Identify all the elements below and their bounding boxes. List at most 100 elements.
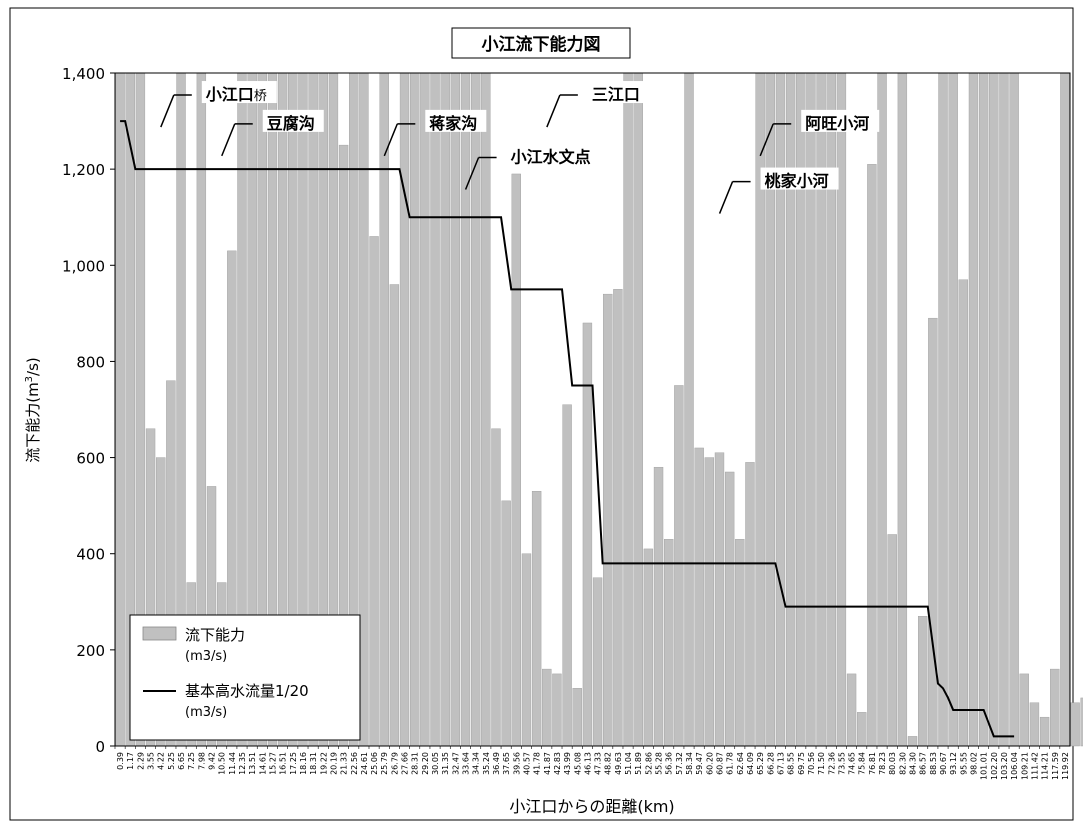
- capacity-bar: [928, 317, 938, 747]
- x-tick-label: 71.50: [817, 752, 826, 775]
- annotation-label: 三江口: [592, 85, 640, 104]
- x-tick-label: 56.36: [665, 752, 674, 775]
- annotation-label: 阿旺小河: [805, 114, 869, 133]
- x-tick-label: 59.47: [695, 752, 704, 775]
- x-tick-label: 29.20: [421, 752, 430, 775]
- capacity-bar: [948, 72, 958, 747]
- x-tick-label: 2.29: [136, 752, 145, 770]
- capacity-bar: [674, 385, 684, 747]
- x-tick-label: 6.65: [177, 752, 186, 770]
- y-tick-label: 1,200: [62, 161, 105, 179]
- capacity-bar: [1070, 702, 1080, 747]
- x-tick-label: 27.66: [401, 752, 410, 775]
- annotation-bg: [760, 167, 839, 190]
- annotation-bg: [801, 109, 880, 132]
- x-tick-label: 86.57: [919, 752, 928, 775]
- capacity-bar: [501, 500, 511, 747]
- capacity-bar: [938, 72, 948, 747]
- x-tick-label: 78.23: [878, 752, 887, 775]
- capacity-bar: [460, 72, 471, 747]
- legend-label-capacity: 流下能力(m3/s): [185, 626, 245, 664]
- capacity-bar: [531, 491, 542, 747]
- x-tick-label: 114.21: [1041, 752, 1050, 780]
- capacity-bar: [389, 284, 400, 747]
- capacity-bar: [379, 72, 389, 747]
- capacity-bar: [115, 72, 125, 747]
- x-tick-label: 69.75: [797, 752, 806, 775]
- x-tick-label: 51.04: [624, 752, 633, 775]
- x-tick-label: 3.55: [147, 752, 156, 770]
- x-tick-label: 106.04: [1010, 752, 1019, 780]
- x-tick-label: 74.65: [848, 752, 857, 775]
- x-tick-label: 25.79: [380, 752, 389, 775]
- x-tick-label: 7.25: [187, 752, 196, 770]
- x-tick-label: 42.83: [553, 752, 562, 775]
- annotation-leader: [464, 157, 480, 190]
- x-tick-label: 51.89: [634, 752, 643, 775]
- capacity-bar: [694, 447, 704, 747]
- annotation-bg: [425, 109, 487, 132]
- capacity-bar: [653, 466, 664, 747]
- capacity-bar: [592, 577, 603, 747]
- capacity-bar: [410, 72, 420, 747]
- capacity-bar: [664, 539, 674, 747]
- x-tick-label: 57.32: [675, 752, 684, 775]
- chart-title: 小江流下能力図: [482, 34, 601, 55]
- capacity-bar: [603, 293, 613, 747]
- x-tick-label: 72.36: [827, 752, 836, 775]
- x-tick-label: 25.06: [370, 752, 379, 775]
- x-tick-label: 75.84: [858, 752, 867, 775]
- capacity-bar: [1080, 697, 1083, 747]
- capacity-bar: [907, 736, 918, 747]
- x-tick-label: 82.30: [898, 752, 907, 775]
- annotation-leader: [718, 181, 734, 214]
- y-tick-label: 600: [76, 450, 105, 468]
- annotation-label: 小江水文点: [511, 148, 591, 167]
- x-tick-label: 34.34: [472, 752, 481, 775]
- x-tick-label: 60.20: [705, 752, 714, 775]
- x-tick-label: 119.92: [1061, 752, 1070, 780]
- capacity-bar: [440, 72, 450, 747]
- x-tick-label: 7.98: [197, 752, 206, 770]
- x-tick-label: 58.34: [685, 752, 694, 775]
- capacity-bar: [643, 548, 654, 747]
- capacity-bar: [1039, 716, 1050, 747]
- x-tick-label: 52.86: [644, 752, 653, 775]
- capacity-bar: [877, 72, 887, 747]
- capacity-bar: [735, 539, 745, 747]
- annotation-leader: [546, 94, 561, 128]
- capacity-bar: [897, 72, 908, 747]
- x-tick-label: 0.39: [116, 752, 125, 770]
- capacity-bar: [562, 404, 572, 747]
- x-tick-label: 30.05: [431, 752, 440, 775]
- x-tick-label: 39.56: [512, 752, 521, 775]
- capacity-bar: [542, 668, 552, 747]
- x-tick-label: 68.55: [787, 752, 796, 775]
- x-tick-label: 43.99: [563, 752, 572, 775]
- x-tick-label: 67.13: [776, 752, 785, 775]
- x-tick-label: 22.56: [350, 752, 359, 775]
- capacity-bar: [430, 72, 440, 747]
- legend: 流下能力(m3/s) 基本高水流量1/20 (m3/s): [129, 614, 361, 741]
- capacity-bar: [704, 457, 715, 747]
- x-tick-label: 41.87: [543, 752, 552, 775]
- y-tick-label: 1,400: [62, 65, 105, 83]
- capacity-bar: [1050, 668, 1060, 747]
- x-tick-label: 70.56: [807, 752, 816, 775]
- x-tick-label: 117.59: [1051, 752, 1060, 780]
- bar-group: [115, 72, 1083, 747]
- capacity-bar: [521, 553, 532, 747]
- x-tick-label: 65.29: [756, 752, 765, 775]
- y-axis-label: 流下能力(m3/s): [24, 357, 42, 463]
- capacity-bar: [420, 72, 430, 747]
- x-tick-label: 26.79: [390, 752, 399, 775]
- x-tick-label: 36.49: [492, 752, 501, 775]
- annotation-label: 小江口桥: [206, 85, 267, 104]
- x-tick-label: 28.31: [411, 752, 420, 775]
- x-axis: 0.39 1.17 2.29 3.55 4.22 5.25 6.65 7.25 7.98 9.42…: [114, 746, 1070, 780]
- legend-swatch-capacity: [142, 626, 177, 641]
- y-tick-label: 1,000: [62, 257, 105, 275]
- capacity-bar: [369, 236, 379, 747]
